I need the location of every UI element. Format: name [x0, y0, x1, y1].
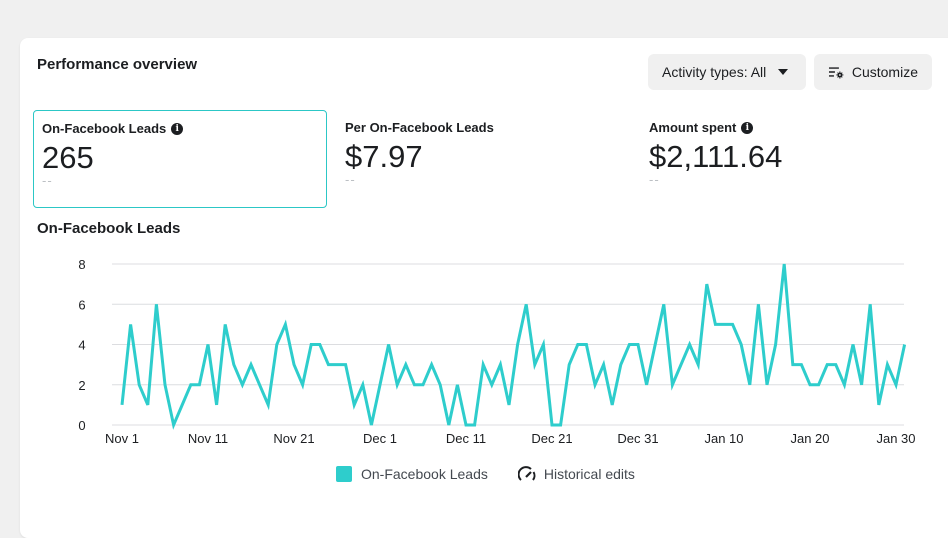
x-tick-label: Nov 21: [273, 431, 314, 446]
x-tick-label: Dec 31: [617, 431, 658, 446]
y-tick-label: 0: [78, 418, 85, 433]
page-title: Performance overview: [37, 56, 198, 73]
metric-card-amount-spent[interactable]: Amount spent i $2,111.64 --: [641, 110, 935, 208]
x-tick-label: Nov 1: [105, 431, 139, 446]
metric-label: Amount spent: [649, 120, 737, 135]
chart-legend: On-Facebook Leads Historical edits: [336, 466, 665, 482]
caret-down-icon: [778, 69, 789, 75]
metric-value: $7.97: [345, 139, 423, 174]
metric-label: Per On-Facebook Leads: [345, 120, 494, 135]
series-line-on-facebook-leads: [120, 263, 907, 430]
x-tick-label: Jan 10: [704, 431, 743, 446]
x-tick-label: Nov 11: [188, 431, 228, 446]
y-tick-label: 2: [78, 378, 85, 393]
info-icon[interactable]: i: [741, 121, 754, 134]
activity-types-label: Activity types: All: [662, 64, 767, 80]
x-tick-label: Dec 21: [531, 431, 572, 446]
metric-compare: --: [649, 172, 660, 187]
leads-line-chart: 0 2 4 6 8 Nov 1 Nov 11 Nov 21 Dec 1 Dec 11 Dec 21 D…: [78, 257, 915, 446]
customize-settings-icon: [828, 67, 844, 79]
metric-value: $2,111.64: [649, 139, 783, 174]
info-icon[interactable]: i: [171, 122, 184, 135]
x-tick-label: Jan 30: [876, 431, 915, 446]
metric-value: 265: [42, 140, 94, 175]
y-tick-label: 6: [78, 297, 85, 312]
customize-label: Customize: [851, 64, 918, 80]
x-tick-label: Dec 11: [446, 431, 486, 446]
metric-compare: --: [42, 173, 53, 188]
legend-label: Historical edits: [543, 466, 635, 482]
metric-label: On-Facebook Leads: [42, 121, 167, 136]
gauge-icon: [517, 466, 536, 481]
legend-item-historical-edits[interactable]: Historical edits: [517, 466, 635, 482]
metric-compare: --: [345, 172, 356, 187]
activity-types-dropdown[interactable]: Activity types: All: [648, 54, 806, 90]
metric-card-leads[interactable]: On-Facebook Leads i 265 --: [33, 110, 327, 208]
legend-swatch: [336, 466, 352, 482]
metric-card-cost-per-lead[interactable]: Per On-Facebook Leads $7.97 --: [337, 110, 631, 208]
legend-label: On-Facebook Leads: [361, 466, 488, 482]
x-tick-label: Jan 20: [790, 431, 829, 446]
y-tick-label: 4: [78, 338, 85, 353]
x-tick-label: Dec 1: [363, 431, 397, 446]
y-tick-label: 8: [78, 257, 85, 272]
legend-item-leads[interactable]: On-Facebook Leads: [336, 466, 488, 482]
customize-button[interactable]: Customize: [814, 54, 932, 90]
performance-overview-card: Performance overview Activity types: All…: [20, 38, 948, 538]
chart-title: On-Facebook Leads: [37, 220, 181, 237]
